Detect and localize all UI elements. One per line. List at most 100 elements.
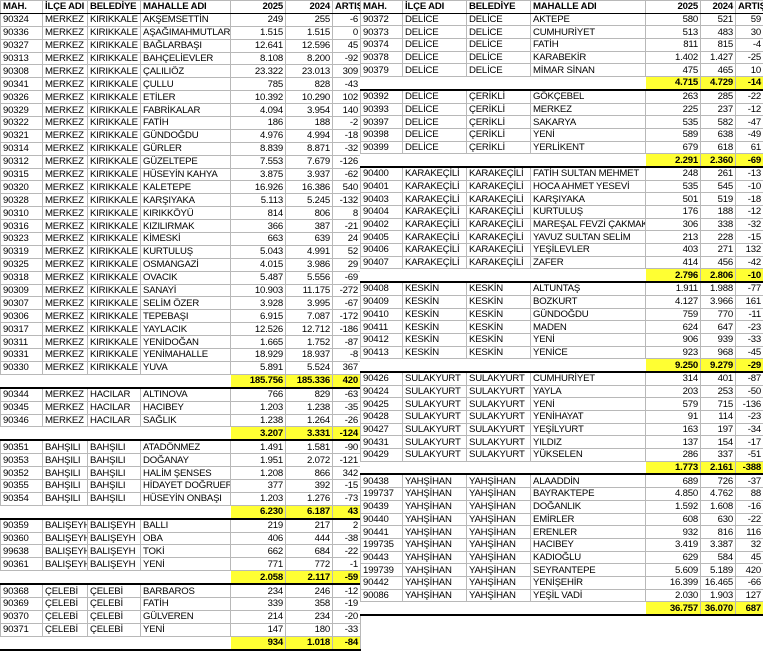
- data-row: 90408 KESKİN KESKİN ALTUNTAŞ 1.911 1.988 -77: [360, 281, 763, 296]
- empty-cell: [0, 635, 43, 651]
- empty-cell: [530, 76, 646, 91]
- cell: BAHÇELİEVLER: [140, 51, 231, 66]
- cell: 90392: [360, 89, 403, 104]
- empty-cell: [402, 601, 467, 617]
- empty-cell: [530, 601, 646, 617]
- cell: 90409: [360, 294, 403, 309]
- cell: DELİCE: [402, 50, 467, 65]
- total-row: 36.757 36.070 687: [360, 601, 763, 617]
- empty-cell: [0, 426, 43, 442]
- data-row: 90443 YAHŞİHAN YAHŞİHAN KADIOĞLU 629 584 45: [360, 550, 763, 565]
- right-table-wrap: MAH. İLÇE ADI BELEDİYE MAHALLE ADI 2025 2024 A…: [360, 0, 763, 617]
- cell: 1.515: [285, 25, 333, 40]
- cell: -126: [332, 154, 361, 169]
- cell: 923: [645, 345, 701, 360]
- cell: 90393: [360, 102, 403, 117]
- cell: -25: [735, 50, 763, 65]
- cell: YAHŞİHAN: [402, 499, 467, 514]
- data-row: 90438 YAHŞİHAN YAHŞİHAN ALAADDİN 689 726 -37: [360, 473, 763, 489]
- cell: KARAKEÇİLİ: [402, 192, 467, 206]
- cell: HACIBEY: [530, 537, 646, 552]
- header-cell: MAHALLE ADI: [140, 0, 231, 14]
- cell: ÇULLU: [140, 77, 231, 92]
- total-cell: 9.279: [700, 358, 736, 373]
- cell: MERKEZ: [42, 257, 88, 272]
- data-row: 90431 SULAKYURT SULAKYURT YILDIZ 137 154 -17: [360, 435, 763, 450]
- cell: FABRİKALAR: [140, 103, 231, 118]
- cell: 91: [645, 410, 701, 424]
- data-row: 90407 KARAKEÇİLİ KARAKEÇİLİ ZAFER 414 456 -42: [360, 255, 763, 270]
- cell: KIRIKKÖYÜ: [140, 206, 231, 221]
- cell: 90373: [360, 25, 403, 40]
- total-cell: 36.757: [645, 601, 701, 617]
- cell: 285: [700, 89, 736, 104]
- header-cell: 2025: [230, 0, 286, 14]
- cell: 90370: [0, 609, 43, 624]
- data-row: 90372 DELİCE DELİCE AKTEPE 580 521 59: [360, 12, 763, 27]
- data-row: 90439 YAHŞİHAN YAHŞİHAN DOĞANLIK 1.592 1.608-…: [360, 499, 763, 514]
- cell: -15: [332, 478, 361, 493]
- data-row: 90309 MERKEZ KIRIKKALE SANAYİ 10.903 11.175 -2…: [0, 283, 361, 298]
- cell: -172: [332, 309, 361, 324]
- empty-cell: [402, 358, 467, 373]
- data-row: 90318 MERKEZ KIRIKKALE OVACIK 5.487 5.556 -69: [0, 270, 361, 285]
- cell: 90327: [0, 38, 43, 53]
- cell: SAĞLIK: [140, 413, 231, 428]
- data-row: 90320 MERKEZ KIRIKKALE KALETEPE 16.926 16.386…: [0, 180, 361, 195]
- cell: DELİCE: [402, 38, 467, 52]
- empty-cell: [140, 504, 231, 520]
- cell: 4.991: [285, 244, 333, 259]
- data-row: 90346 MERKEZ HACILAR SAĞLIK 1.238 1.264 -26: [0, 413, 361, 428]
- left-table-wrap: MAH. İLÇE ADI BELEDİYE MAHALLE ADI 2025 2024 A…: [0, 0, 361, 651]
- header-row: MAH. İLÇE ADI BELEDİYE MAHALLE ADI 2025 2024 A…: [0, 0, 361, 14]
- cell: 6.915: [230, 309, 286, 324]
- cell: YAHŞİHAN: [402, 588, 467, 603]
- cell: 16.465: [700, 575, 736, 590]
- cell: MERKEZ: [42, 116, 88, 130]
- cell: 4.015: [230, 257, 286, 272]
- cell: -50: [735, 384, 763, 399]
- total-row: 934 1.018 -84: [0, 635, 361, 651]
- cell: YENİ: [530, 127, 646, 142]
- cell: KIRIKKALE: [87, 322, 141, 337]
- cell: FATİH: [140, 116, 231, 130]
- cell: -12: [735, 102, 763, 117]
- cell: 90400: [360, 166, 403, 181]
- cell: -67: [332, 296, 361, 311]
- cell: KIRIKKALE: [87, 116, 141, 130]
- cell: 90346: [0, 413, 43, 428]
- cell: KESKİN: [466, 332, 531, 347]
- data-row: 90426 SULAKYURT SULAKYURT CUMHURİYET 314 401-…: [360, 371, 763, 386]
- cell: DELİCE: [402, 140, 467, 155]
- data-row: 90397 DELİCE ÇERİKLİ SAKARYA 535 582 -47: [360, 115, 763, 129]
- cell: -32: [735, 217, 763, 232]
- cell: 483: [700, 25, 736, 40]
- cell: BAHŞILI: [87, 439, 141, 455]
- cell: 715: [700, 397, 736, 411]
- data-row: 90355 BAHŞILI BAHŞILI HİDAYET DOĞRUER 377 392…: [0, 478, 361, 493]
- cell: YILDIZ: [530, 435, 646, 450]
- cell: 4.850: [645, 487, 701, 501]
- cell: 90368: [0, 583, 43, 598]
- cell: BALIŞEYH: [87, 544, 141, 559]
- cell: MERKEZ: [42, 206, 88, 221]
- data-row: 90317 MERKEZ KIRIKKALE YAYLACIK 12.526 12.712…: [0, 322, 361, 337]
- cell: HALİM ŞENSES: [140, 466, 231, 480]
- cell: 367: [332, 360, 361, 375]
- data-row: 90323 MERKEZ KIRIKKALE KİMESKİ 663 639 24: [0, 232, 361, 246]
- cell: KESKİN: [402, 332, 467, 347]
- cell: BALLI: [140, 518, 231, 533]
- cell: KIRIKKALE: [87, 180, 141, 195]
- cell: 519: [700, 192, 736, 206]
- cell: SULAKYURT: [402, 435, 467, 450]
- cell: 249: [230, 12, 286, 27]
- cell: KARAKEÇİLİ: [466, 205, 531, 219]
- cell: 12.712: [285, 322, 333, 337]
- cell: 90404: [360, 205, 403, 219]
- cell: 23.013: [285, 64, 333, 79]
- total-cell: 6.187: [285, 504, 333, 520]
- cell: KADIOĞLU: [530, 550, 646, 565]
- cell: OBA: [140, 531, 231, 546]
- cell: 8.871: [285, 141, 333, 156]
- cell: 535: [645, 115, 701, 129]
